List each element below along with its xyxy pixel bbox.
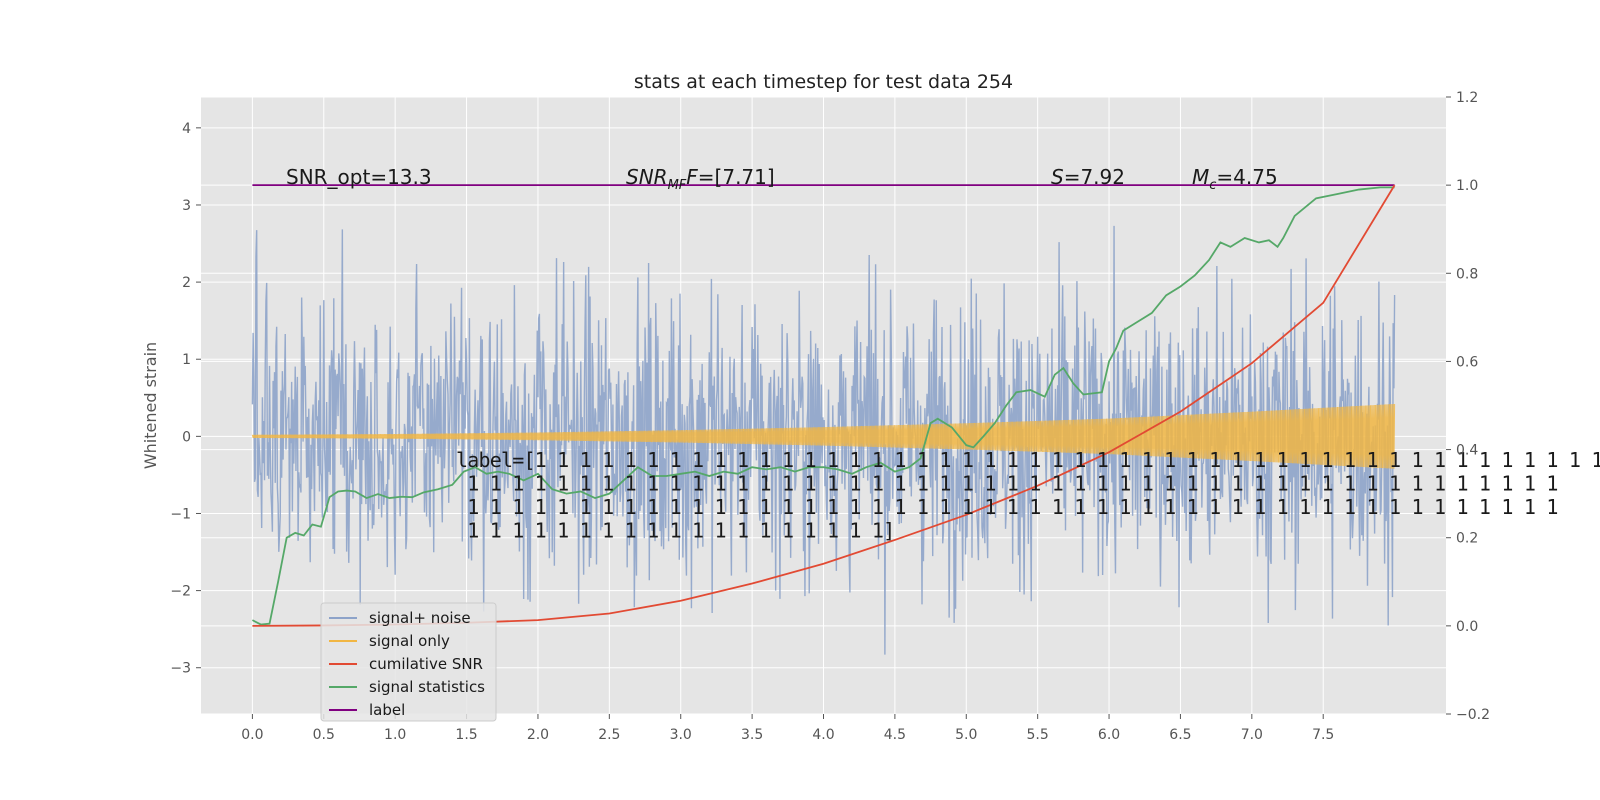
y-tick-label: −3 <box>170 661 191 677</box>
x-tick-label: 0.0 <box>241 727 263 743</box>
x-tick-label: 4.5 <box>884 727 906 743</box>
annotations: SNR_opt=13.3 SNRMFF=[7.71] S=7.92 Mc=4.75 la… <box>286 165 1600 543</box>
annotation-snr-mf-value: =[7.71] <box>698 165 775 189</box>
y2-tick-label: −0.2 <box>1456 707 1490 723</box>
series-signal-only <box>251 403 1396 469</box>
x-tick-label: 2.0 <box>527 727 549 743</box>
y2-tick-label: 0.6 <box>1456 354 1478 370</box>
y-tick-label: 4 <box>182 121 191 137</box>
annotation-label-line: 1 1 1 1 1 1 1 1 1 1 1 1 1 1 1 1 1 1 1] <box>456 519 894 543</box>
annotation-snr-opt: SNR_opt=13.3 <box>286 165 432 189</box>
legend-entry: signal+ noise <box>369 609 471 627</box>
annotation-snr-mf-var: SNR <box>626 165 668 189</box>
annotation-snr-mf: SNRMFF=[7.71] <box>626 165 775 193</box>
annotation-label-line: label=[1 1 1 1 1 1 1 1 1 1 1 1 1 1 1 1 1… <box>456 448 1600 472</box>
x-tick-label: 2.5 <box>598 727 620 743</box>
y-tick-label: 3 <box>182 198 191 214</box>
y2-tick-label: 1.2 <box>1456 90 1478 106</box>
y-tick-label: −1 <box>170 506 191 522</box>
y-tick-label: 2 <box>182 275 191 291</box>
annotation-mc: Mc=4.75 <box>1192 165 1278 193</box>
axes: 0.0 0.5 1.0 1.5 2.0 2.5 3.0 3.5 4.0 4.5 5.0 5.5 6.0 6… <box>141 71 1490 743</box>
annotation-snr-mf-sub: MF <box>668 178 687 193</box>
x-tick-label: 3.5 <box>741 727 763 743</box>
x-tick-label: 6.0 <box>1098 727 1120 743</box>
y2-tick-label: 0.8 <box>1456 266 1478 282</box>
annotation-s-value: =7.92 <box>1064 165 1125 189</box>
annotation-s: S=7.92 <box>1051 165 1125 189</box>
legend-entry: signal statistics <box>369 678 485 696</box>
x-tick-label: 1.5 <box>455 727 477 743</box>
x-tick-label: 6.5 <box>1169 727 1191 743</box>
annotation-mc-var: M <box>1192 165 1209 189</box>
y-axis-label: Whitened strain <box>141 342 160 469</box>
legend-entry: label <box>369 701 405 719</box>
annotation-mc-sub: c <box>1209 178 1216 193</box>
y-tick-label: −2 <box>170 584 191 600</box>
annotation-s-var: S <box>1051 165 1064 189</box>
x-tick-label: 5.0 <box>955 727 977 743</box>
x-tick-label: 1.0 <box>384 727 406 743</box>
chart-title: stats at each timestep for test data 254 <box>634 71 1013 93</box>
y-tick-label: 1 <box>182 352 191 368</box>
x-tick-label: 5.5 <box>1027 727 1049 743</box>
y2-tick-label: 0.0 <box>1456 619 1478 635</box>
x-tick-label: 7.5 <box>1312 727 1334 743</box>
x-tick-label: 3.0 <box>670 727 692 743</box>
x-tick-label: 4.0 <box>812 727 834 743</box>
annotation-mc-value: =4.75 <box>1216 165 1277 189</box>
legend[interactable]: signal+ noise signal only cumilative SNR si… <box>320 602 497 722</box>
legend-entry: signal only <box>369 632 450 650</box>
y-tick-label: 0 <box>182 429 191 445</box>
series-signal-statistics <box>251 186 1395 626</box>
y2-tick-label: 1.0 <box>1456 178 1478 194</box>
annotation-label-line: 1 1 1 1 1 1 1 1 1 1 1 1 1 1 1 1 1 1 1 1 … <box>456 495 1558 519</box>
legend-entry: cumilative SNR <box>369 655 483 673</box>
legend-box <box>320 602 497 722</box>
x-tick-label: 7.0 <box>1241 727 1263 743</box>
y2-tick-label: 0.2 <box>1456 531 1478 547</box>
annotation-snr-mf-var2: F <box>686 165 698 189</box>
annotation-label-line: 1 1 1 1 1 1 1 1 1 1 1 1 1 1 1 1 1 1 1 1 … <box>456 472 1558 496</box>
y2-tick-label: 0.4 <box>1456 443 1478 459</box>
x-tick-label: 0.5 <box>313 727 335 743</box>
